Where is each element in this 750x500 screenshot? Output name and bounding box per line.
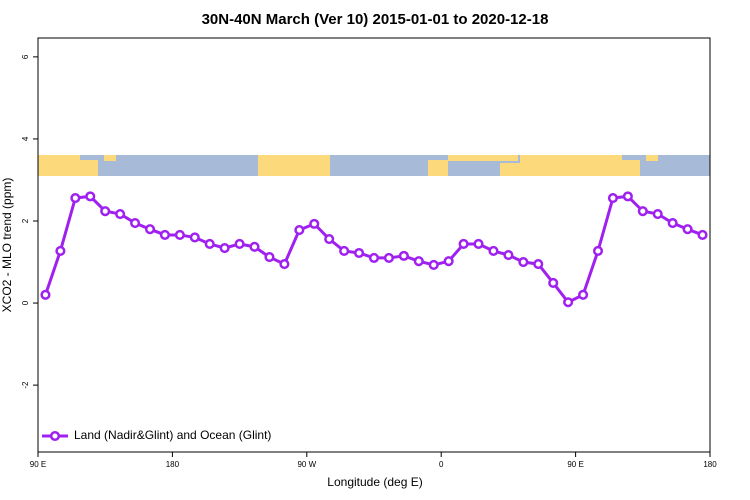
data-point [622,191,633,202]
data-point [324,234,335,245]
plot-frame [37,37,711,453]
map-strip [38,155,710,176]
data-point [428,259,439,270]
data-point [488,245,499,256]
x-tick-label: 180 [703,460,717,469]
data-point [40,289,51,300]
x-tick-label: 180 [166,460,180,469]
y-tick-label: -2 [21,381,30,389]
data-point [115,208,126,220]
data-point [234,238,245,250]
data-point [100,206,111,217]
data-point [219,243,230,254]
legend-marker [49,430,61,442]
data-point [592,245,604,256]
data-point [458,238,469,250]
x-axis-label: Longitude (deg E) [327,475,422,489]
x-tick-label: 0 [439,460,444,469]
data-point [652,208,663,220]
y-axis-label: XCO2 - MLO trend (ppm) [0,178,14,313]
data-point [667,217,678,229]
data-point [189,232,200,243]
data-point [279,259,290,270]
data-point [413,256,424,267]
data-point [398,250,409,261]
data-point [682,224,693,235]
data-point [264,252,275,263]
data-point [130,217,141,229]
data-point [294,224,305,236]
data-point [309,218,320,229]
y-tick-label: 0 [21,300,30,305]
chart-title: 30N-40N March (Ver 10) 2015-01-01 to 202… [202,11,549,28]
data-point [55,245,66,256]
data-point [533,259,544,270]
data-point [607,192,618,204]
data-point [354,247,365,259]
data-point [339,245,350,256]
data-point [473,238,484,250]
data-point [159,229,170,240]
data-point [637,206,648,217]
series-line [44,194,704,305]
data-point [204,238,215,250]
data-point [563,297,574,308]
y-tick-label: 6 [21,54,30,59]
data-point [383,252,394,263]
data-point [368,252,380,263]
data-point [503,250,514,261]
data-point [578,289,589,300]
data-point [174,229,185,240]
x-tick-label: 90 W [297,460,316,469]
data-point [70,192,81,204]
data-point [249,241,260,252]
data-point [518,256,529,268]
x-tick-label: 90 E [30,460,46,469]
y-tick-label: 4 [21,136,30,141]
data-point [697,229,708,240]
legend-label: Land (Nadir&Glint) and Ocean (Glint) [74,428,271,442]
y-tick-label: 2 [21,218,30,223]
data-point [144,224,156,235]
data-point [85,191,96,202]
x-tick-label: 90 E [567,460,583,469]
data-point [443,256,454,267]
data-point [548,277,559,289]
